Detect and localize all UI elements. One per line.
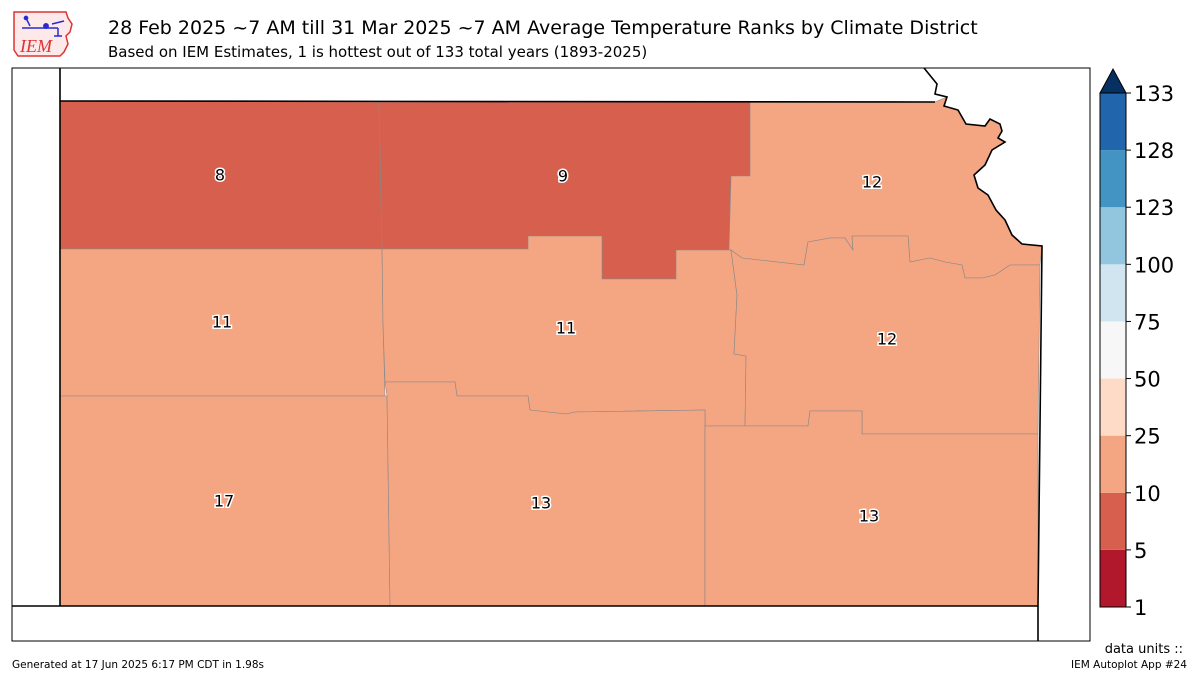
district-south-central[interactable] (384, 381, 706, 607)
colorbar-tick-label: 1 (1134, 596, 1147, 620)
district-label-north-central: 9 (558, 167, 568, 186)
state-borders (12, 67, 1043, 641)
colorbar-segment (1100, 93, 1126, 151)
colorbar-tick-label: 25 (1134, 425, 1161, 449)
colorbar: 1 5 10 25 50 75 100 123 128 133 (1099, 67, 1174, 620)
colorbar-segment (1100, 264, 1126, 322)
colorbar-segment (1100, 435, 1126, 493)
colorbar-tick-label: 133 (1134, 82, 1174, 106)
colorbar-tick-label: 50 (1134, 368, 1161, 392)
district-label-southeast: 13 (859, 507, 879, 526)
app-label: IEM Autoplot App #24 (1071, 659, 1187, 671)
colorbar-tick-label: 10 (1134, 482, 1161, 506)
chart-title: 28 Feb 2025 ~7 AM till 31 Mar 2025 ~7 AM… (108, 17, 978, 39)
district-label-east-central: 12 (877, 330, 897, 349)
district-label-northeast: 12 (862, 173, 882, 192)
colorbar-segment (1100, 150, 1126, 208)
colorbar-extend-arrow (1099, 67, 1127, 94)
district-label-southwest: 17 (214, 492, 234, 511)
colorbar-tick-label: 5 (1134, 539, 1147, 563)
colorbar-segment (1100, 321, 1126, 379)
data-units-label: data units :: (1104, 642, 1183, 657)
colorbar-segment (1100, 378, 1126, 436)
colorbar-tick-label: 75 (1134, 310, 1161, 334)
colorbar-segment (1100, 207, 1126, 265)
district-label-west-central: 11 (212, 313, 232, 332)
colorbar-segment (1100, 549, 1126, 607)
district-label-central: 11 (556, 319, 576, 338)
colorbar-tick-label: 100 (1134, 253, 1174, 277)
district-label-south-central: 13 (531, 494, 551, 513)
colorbar-tick-label: 128 (1134, 139, 1174, 163)
iem-logo: IEM (13, 11, 73, 57)
colorbar-tick-label: 123 (1134, 196, 1174, 220)
chart-subtitle: Based on IEM Estimates, 1 is hottest out… (108, 43, 648, 61)
colorbar-segment (1100, 492, 1126, 550)
district-label-northwest: 8 (215, 166, 225, 185)
generated-timestamp: Generated at 17 Jun 2025 6:17 PM CDT in … (12, 659, 265, 671)
logo-text: IEM (19, 36, 53, 56)
